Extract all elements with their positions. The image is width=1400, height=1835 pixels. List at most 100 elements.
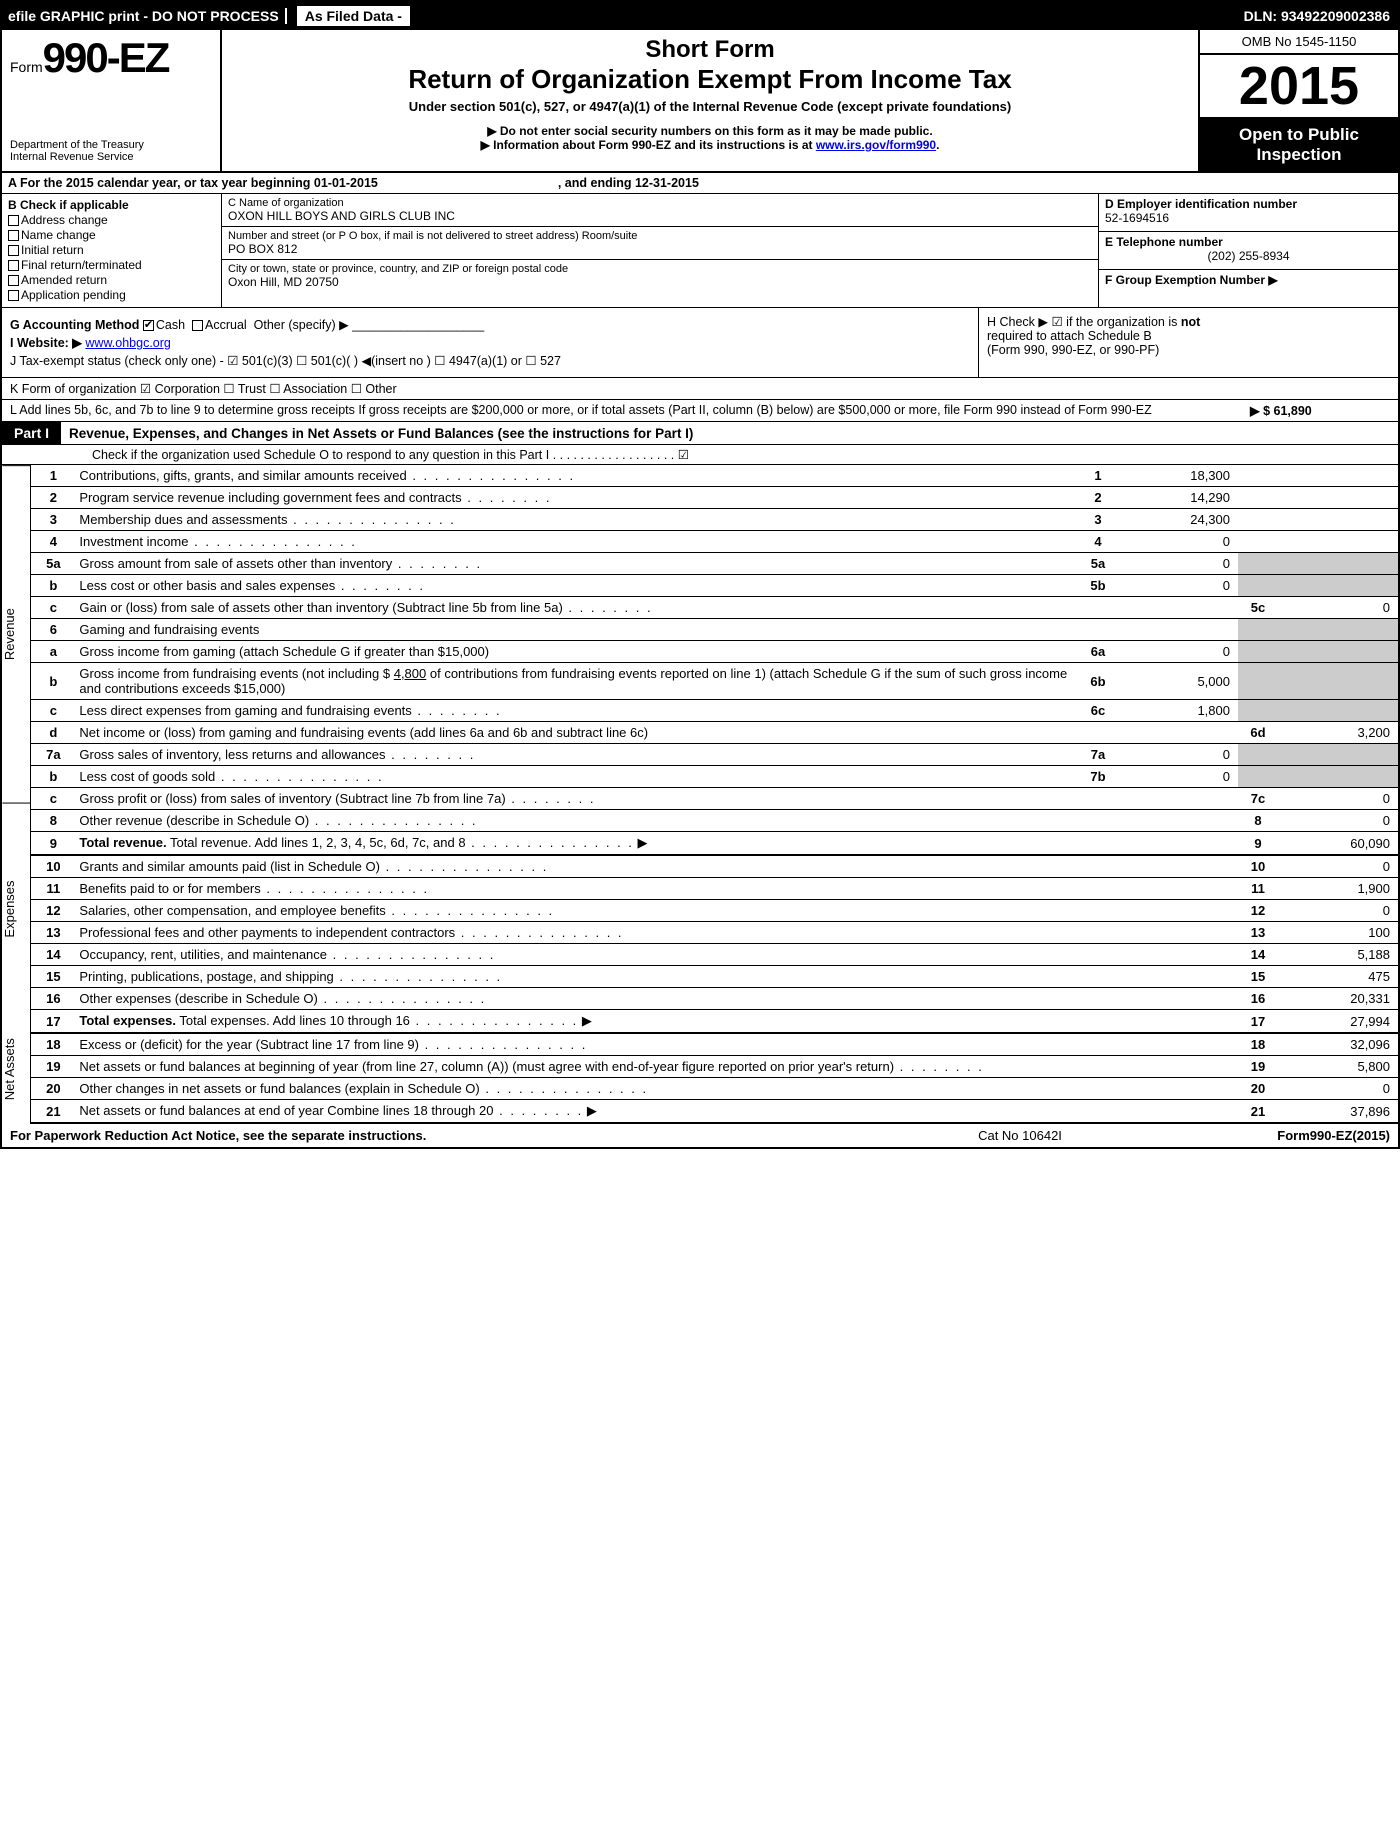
section-d: D Employer identification number 52-1694… — [1099, 194, 1398, 232]
line-3: 3Membership dues and assessments324,300 — [31, 509, 1398, 531]
part-1-header: Part I Revenue, Expenses, and Changes in… — [2, 422, 1398, 445]
side-expenses: Expenses — [2, 803, 30, 1015]
section-b: B Check if applicable Address change Nam… — [2, 194, 222, 307]
section-c: C Name of organization OXON HILL BOYS AN… — [222, 194, 1098, 307]
org-addr: PO BOX 812 — [228, 242, 1092, 256]
dept-line-2: Internal Revenue Service — [10, 151, 212, 163]
org-addr-block: Number and street (or P O box, if mail i… — [222, 227, 1098, 260]
line-5b: bLess cost or other basis and sales expe… — [31, 575, 1398, 597]
lines-table: 1Contributions, gifts, grants, and simil… — [31, 465, 1398, 1124]
line-5c: cGain or (loss) from sale of assets othe… — [31, 597, 1398, 619]
org-name-block: C Name of organization OXON HILL BOYS AN… — [222, 194, 1098, 227]
ck-address[interactable]: Address change — [8, 213, 215, 227]
line-4: 4Investment income40 — [31, 531, 1398, 553]
bc-block: B Check if applicable Address change Nam… — [2, 194, 1398, 308]
line-10: 10Grants and similar amounts paid (list … — [31, 855, 1398, 878]
line-21: 21Net assets or fund balances at end of … — [31, 1100, 1398, 1124]
ein-val: 52-1694516 — [1105, 211, 1392, 225]
line-6a: aGross income from gaming (attach Schedu… — [31, 641, 1398, 663]
form-prefix: Form — [10, 59, 43, 75]
title-2: Return of Organization Exempt From Incom… — [234, 64, 1186, 95]
lines-block: Revenue Expenses Net Assets 1Contributio… — [2, 465, 1398, 1124]
b-header: B Check if applicable — [8, 198, 129, 212]
line-5a: 5aGross amount from sale of assets other… — [31, 553, 1398, 575]
omb-no: OMB No 1545-1150 — [1200, 30, 1398, 55]
phone-lbl: E Telephone number — [1105, 235, 1392, 249]
side-netassets: Net Assets — [2, 1015, 30, 1124]
section-l: L Add lines 5b, 6c, and 7b to line 9 to … — [2, 400, 1398, 422]
ck-name[interactable]: Name change — [8, 228, 215, 242]
open-public: Open to Public Inspection — [1200, 119, 1398, 171]
note-1: ▶ Do not enter social security numbers o… — [234, 124, 1186, 138]
group-exemption: F Group Exemption Number ▶ — [1105, 273, 1392, 287]
g-col: G Accounting Method Cash Accrual Other (… — [2, 308, 978, 377]
page-footer: For Paperwork Reduction Act Notice, see … — [2, 1124, 1398, 1147]
footer-mid: Cat No 10642I — [870, 1128, 1170, 1143]
org-addr-lbl: Number and street (or P O box, if mail i… — [228, 230, 1092, 242]
ck-initial[interactable]: Initial return — [8, 243, 215, 257]
ck-cash[interactable] — [143, 320, 154, 331]
form-990ez: efile GRAPHIC print - DO NOT PROCESS As … — [0, 0, 1400, 1149]
line-6c: cLess direct expenses from gaming and fu… — [31, 700, 1398, 722]
form-header: Form990-EZ Department of the Treasury In… — [2, 30, 1398, 173]
note-2: ▶ Information about Form 990-EZ and its … — [234, 138, 1186, 152]
gh-block: G Accounting Method Cash Accrual Other (… — [2, 308, 1398, 378]
top-bar: efile GRAPHIC print - DO NOT PROCESS As … — [2, 2, 1398, 30]
section-k: K Form of organization ☑ Corporation ☐ T… — [2, 378, 1398, 400]
ck-accrual[interactable] — [192, 320, 203, 331]
line-13: 13Professional fees and other payments t… — [31, 922, 1398, 944]
line-7a: 7aGross sales of inventory, less returns… — [31, 744, 1398, 766]
line-8: 8Other revenue (describe in Schedule O)8… — [31, 810, 1398, 832]
line-18: 18Excess or (deficit) for the year (Subt… — [31, 1033, 1398, 1056]
section-g: G Accounting Method Cash Accrual Other (… — [10, 317, 970, 332]
phone-val: (202) 255-8934 — [1105, 249, 1392, 263]
section-i: I Website: ▶ www.ohbgc.org — [10, 335, 970, 350]
section-def: D Employer identification number 52-1694… — [1098, 194, 1398, 307]
section-a: A For the 2015 calendar year, or tax yea… — [2, 173, 1398, 194]
asfiled-wrap: As Filed Data - — [287, 8, 416, 24]
line-14: 14Occupancy, rent, utilities, and mainte… — [31, 944, 1398, 966]
line-2: 2Program service revenue including gover… — [31, 487, 1398, 509]
sec-a-mid: , and ending — [558, 176, 635, 190]
line-19: 19Net assets or fund balances at beginni… — [31, 1056, 1398, 1078]
ck-amended[interactable]: Amended return — [8, 273, 215, 287]
sec-a-pre: A For the 2015 calendar year, or tax yea… — [8, 176, 314, 190]
side-revenue: Revenue — [2, 465, 30, 803]
form-number: Form990-EZ — [10, 34, 212, 82]
line-6: 6Gaming and fundraising events — [31, 619, 1398, 641]
ck-pending[interactable]: Application pending — [8, 288, 215, 302]
line-6d: dNet income or (loss) from gaming and fu… — [31, 722, 1398, 744]
header-left: Form990-EZ Department of the Treasury In… — [2, 30, 222, 171]
part-1-sub: Check if the organization used Schedule … — [2, 445, 1398, 465]
note-2-pre: ▶ Information about Form 990-EZ and its … — [481, 138, 816, 152]
side-labels: Revenue Expenses Net Assets — [2, 465, 31, 1124]
line-1: 1Contributions, gifts, grants, and simil… — [31, 465, 1398, 487]
org-city-lbl: City or town, state or province, country… — [228, 263, 1092, 275]
line-17: 17Total expenses. Total expenses. Add li… — [31, 1010, 1398, 1034]
org-name-lbl: C Name of organization — [228, 197, 1092, 209]
line-9: 9Total revenue. Total revenue. Add lines… — [31, 832, 1398, 856]
org-city: Oxon Hill, MD 20750 — [228, 275, 1092, 289]
header-center: Short Form Return of Organization Exempt… — [222, 30, 1198, 171]
org-name: OXON HILL BOYS AND GIRLS CLUB INC — [228, 209, 1092, 223]
subtitle: Under section 501(c), 527, or 4947(a)(1)… — [234, 99, 1186, 114]
form-no-big: 990-EZ — [43, 34, 169, 81]
website-link[interactable]: www.ohbgc.org — [85, 336, 170, 350]
section-j: J Tax-exempt status (check only one) - ☑… — [10, 353, 970, 368]
org-city-block: City or town, state or province, country… — [222, 260, 1098, 292]
header-right: OMB No 1545-1150 2015 Open to Public Ins… — [1198, 30, 1398, 171]
line-11: 11Benefits paid to or for members111,900 — [31, 878, 1398, 900]
section-e: E Telephone number (202) 255-8934 — [1099, 232, 1398, 270]
irs-link[interactable]: www.irs.gov/form990 — [816, 138, 936, 152]
dept-line-1: Department of the Treasury — [10, 139, 212, 151]
asfiled-label: As Filed Data - — [297, 6, 410, 26]
line-15: 15Printing, publications, postage, and s… — [31, 966, 1398, 988]
section-h: H Check ▶ ☑ if the organization is not r… — [978, 308, 1398, 377]
gross-receipts: ▶ $ 61,890 — [1250, 403, 1390, 418]
line-6b: bGross income from fundraising events (n… — [31, 663, 1398, 700]
part-tag: Part I — [2, 422, 61, 444]
section-f: F Group Exemption Number ▶ — [1099, 270, 1398, 307]
line-16: 16Other expenses (describe in Schedule O… — [31, 988, 1398, 1010]
ein-lbl: D Employer identification number — [1105, 197, 1392, 211]
ck-final[interactable]: Final return/terminated — [8, 258, 215, 272]
